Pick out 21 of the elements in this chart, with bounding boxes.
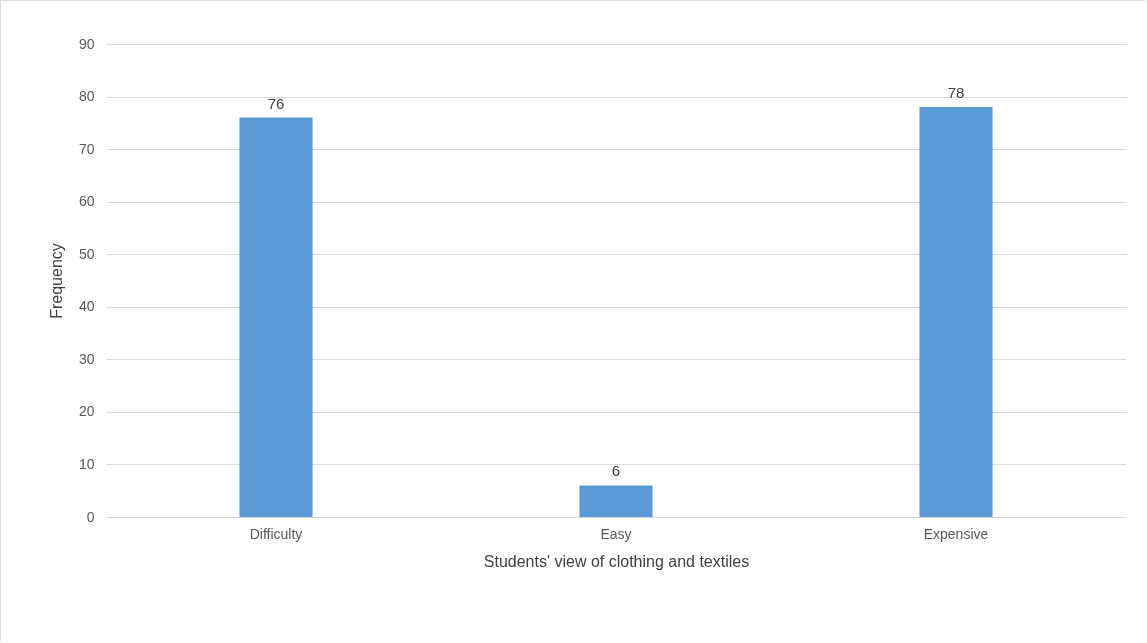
x-tick-label: Expensive xyxy=(923,525,989,542)
x-axis-title: Students' view of clothing and textiles xyxy=(483,552,750,570)
x-tick-label: Difficulty xyxy=(249,525,303,542)
y-tick-label: 50 xyxy=(78,245,95,262)
bar xyxy=(919,107,993,517)
bar xyxy=(579,485,653,517)
bar xyxy=(239,117,313,517)
y-tick-label: 10 xyxy=(78,455,95,472)
y-tick-label: 60 xyxy=(78,193,95,210)
data-label: 78 xyxy=(947,84,965,102)
y-tick-label: 80 xyxy=(78,88,95,105)
y-axis-title: Frequency xyxy=(47,243,65,319)
data-label: 6 xyxy=(611,462,621,480)
y-tick-label: 90 xyxy=(78,35,95,52)
y-tick-label: 0 xyxy=(86,508,95,525)
y-tick-label: 20 xyxy=(78,403,95,420)
y-tick-label: 30 xyxy=(78,350,95,367)
y-tick-label: 40 xyxy=(78,298,95,315)
x-tick-label: Easy xyxy=(600,525,632,542)
data-label: 76 xyxy=(267,94,285,112)
y-tick-label: 70 xyxy=(78,140,95,157)
